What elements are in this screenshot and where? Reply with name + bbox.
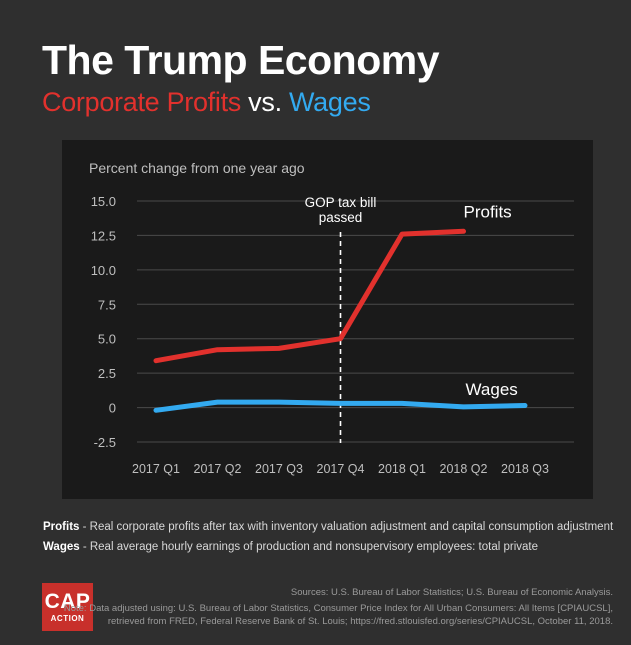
page-subtitle: Corporate Profits vs. Wages (42, 89, 371, 116)
data-note-line2: retrieved from FRED, Federal Reserve Ban… (107, 616, 613, 627)
logo-cap-text: CAP (44, 590, 91, 613)
subtitle-vs: vs. (240, 87, 289, 117)
wages-definition: Wages - Real average hourly earnings of … (43, 541, 538, 553)
subtitle-profits: Corporate Profits (42, 87, 241, 117)
profits-definition: Profits - Real corporate profits after t… (43, 521, 613, 533)
tax-bill-annotation-line2: passed (319, 210, 363, 225)
line-chart: Percent change from one year ago 15.0 12.… (89, 160, 574, 476)
y-tick-label: 5.0 (98, 332, 116, 347)
x-tick-label: 2018 Q2 (440, 462, 488, 476)
y-axis-label: Percent change from one year ago (89, 160, 305, 176)
cap-action-logo: CAP ACTION (42, 583, 93, 631)
x-tick-label: 2017 Q4 (317, 462, 365, 476)
x-tick-label: 2018 Q3 (501, 462, 549, 476)
chart-panel: Percent change from one year ago 15.0 12.… (62, 140, 593, 499)
wages-series-line (153, 399, 528, 413)
profits-series-label: Profits (464, 202, 512, 221)
y-tick-label: 2.5 (98, 366, 116, 381)
x-tick-label: 2017 Q2 (194, 462, 242, 476)
x-tick-label: 2018 Q1 (378, 462, 426, 476)
tax-bill-annotation-line1: GOP tax bill (305, 195, 377, 210)
y-tick-label: -2.5 (94, 435, 116, 450)
y-tick-label: 7.5 (98, 297, 116, 312)
wages-definition-text: - Real average hourly earnings of produc… (79, 541, 538, 553)
profits-definition-term: Profits (43, 521, 80, 533)
x-tick-label: 2017 Q3 (255, 462, 303, 476)
wages-definition-term: Wages (43, 541, 80, 553)
y-tick-label: 10.0 (91, 263, 116, 278)
x-tick-label: 2017 Q1 (132, 462, 180, 476)
subtitle-wages: Wages (289, 87, 371, 117)
wages-series-label: Wages (466, 380, 518, 399)
y-tick-label: 12.5 (91, 228, 116, 243)
logo-action-text: ACTION (50, 614, 85, 623)
y-tick-label: 15.0 (91, 194, 116, 209)
profits-series-line (153, 228, 466, 364)
page-title: The Trump Economy (42, 37, 440, 83)
y-tick-label: 0 (109, 401, 116, 416)
sources-note: Sources: U.S. Bureau of Labor Statistics… (290, 587, 613, 598)
data-note-line1: Note: Data adjusted using: U.S. Bureau o… (63, 603, 613, 614)
profits-definition-text: - Real corporate profits after tax with … (79, 521, 614, 533)
